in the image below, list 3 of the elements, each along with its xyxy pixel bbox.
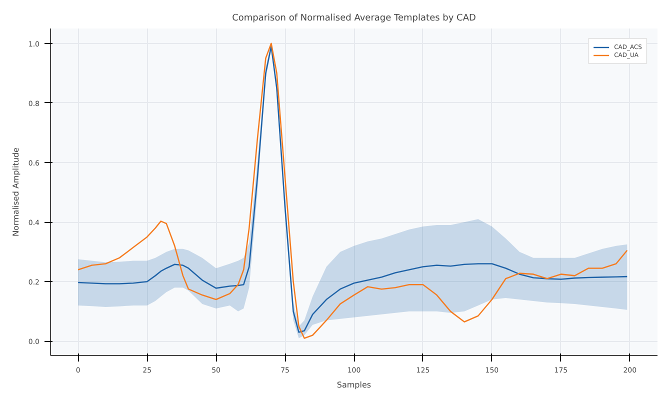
y-axis-title: Normalised Amplitude — [11, 147, 20, 236]
chart-title: Comparison of Normalised Average Templates by CAD — [232, 14, 476, 24]
x-axis-title: Samples — [336, 380, 372, 390]
